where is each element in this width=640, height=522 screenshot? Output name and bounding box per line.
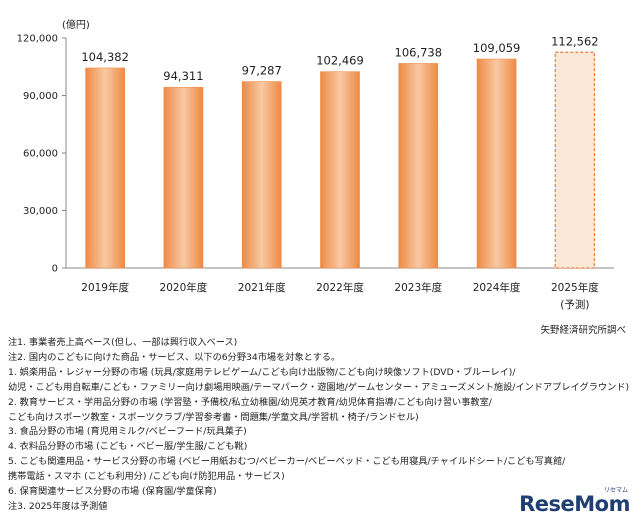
logo-text: ReseMom bbox=[519, 492, 630, 516]
footnote-line: こども向けスポーツ教室・スポーツクラブ/学習参考書・問題集/学童文具/学習机・椅… bbox=[8, 411, 419, 423]
y-axis-unit-label: (億円) bbox=[62, 18, 90, 31]
category-label: 2022年度 bbox=[316, 281, 364, 294]
footnote-line: 幼児・こども用自転車/こども・ファミリー向け劇場用映画/テーマパーク・遊園地/ゲ… bbox=[8, 381, 630, 393]
category-labels: 2019年度 2020年度 2021年度 2022年度 2023年度 2024年度 2025… bbox=[81, 281, 599, 311]
footnote-line: 2. 教育サービス・学用品分野の市場 (学習塾・予備校/私立幼稚園/幼児英才教育… bbox=[8, 396, 492, 408]
bar-forecast bbox=[554, 51, 596, 269]
category-label: 2019年度 bbox=[81, 281, 129, 294]
bar bbox=[85, 67, 125, 269]
category-label: 2025年度 bbox=[551, 281, 599, 294]
category-label: 2021年度 bbox=[238, 281, 286, 294]
bar-chart: (億円) 0 30,000 60,000 90,000 120,000 104,382 9… bbox=[17, 18, 614, 311]
data-label: 109,059 bbox=[473, 41, 521, 55]
source-credit: 矢野経済研究所調べ bbox=[540, 325, 626, 336]
footnote-line: 6. 保育関連サービス分野の市場 (保育園/学童保育) bbox=[8, 486, 217, 498]
data-label: 104,382 bbox=[81, 50, 129, 64]
footnote-line: 注2. 国内のこどもに向けた商品・サービス、以下の6分野34市場を対象とする。 bbox=[8, 351, 341, 363]
bar bbox=[320, 71, 360, 269]
data-label: 102,469 bbox=[316, 54, 364, 68]
footnote-line: 注1. 事業者売上高ベース(但し、一部は興行収入ベース) bbox=[8, 337, 238, 348]
data-label: 106,738 bbox=[395, 45, 443, 59]
footnote-line: 4. 衣料品分野の市場 (こども・ベビー服/学生服/こども靴) bbox=[8, 441, 248, 453]
y-tick-label: 60,000 bbox=[23, 149, 58, 160]
y-tick-label: 30,000 bbox=[23, 206, 58, 217]
bar bbox=[398, 63, 439, 269]
data-label: 94,311 bbox=[163, 69, 203, 83]
data-label: 112,562 bbox=[551, 34, 599, 48]
footnotes: 注1. 事業者売上高ベース(但し、一部は興行収入ベース) 注2. 国内のこどもに向… bbox=[8, 336, 632, 515]
y-tick-label: 120,000 bbox=[17, 34, 58, 45]
footnote-line: 携帯電話・スマホ (こども利用分) /こども向け防犯用品・サービス) bbox=[8, 471, 285, 483]
logo-kana: リセマム bbox=[603, 487, 628, 494]
category-label: 2020年度 bbox=[160, 281, 208, 294]
category-label: 2024年度 bbox=[473, 281, 521, 294]
footnote-line: 注3. 2025年度は予測値 bbox=[8, 500, 108, 512]
category-label: 2023年度 bbox=[394, 281, 442, 294]
bar bbox=[476, 58, 517, 269]
resemom-logo: リセマム ReseMom bbox=[519, 487, 630, 516]
bar bbox=[163, 86, 204, 269]
data-label: 97,287 bbox=[242, 64, 282, 78]
y-axis: 0 30,000 60,000 90,000 120,000 bbox=[17, 34, 614, 275]
y-tick-label: 0 bbox=[52, 264, 58, 275]
category-sub-label: (予測) bbox=[560, 298, 589, 311]
bar bbox=[241, 81, 282, 269]
footnote-line: 5. こども関連用品・サービス分野の市場 (ベビー用紙おむつ/ベビーカー/ベビー… bbox=[8, 456, 566, 468]
data-labels: 104,382 94,311 97,287 102,469 106,738 109,059… bbox=[81, 34, 598, 83]
y-tick-label: 90,000 bbox=[23, 91, 58, 102]
footnote-line: 1. 娯楽用品・レジャー分野の市場 (玩具/家庭用テレビゲーム/こども向け出版物… bbox=[8, 366, 516, 378]
footnote-line: 3. 食品分野の市場 (育児用ミルク/ベビーフード/玩具菓子) bbox=[8, 426, 247, 438]
bars bbox=[85, 51, 596, 269]
